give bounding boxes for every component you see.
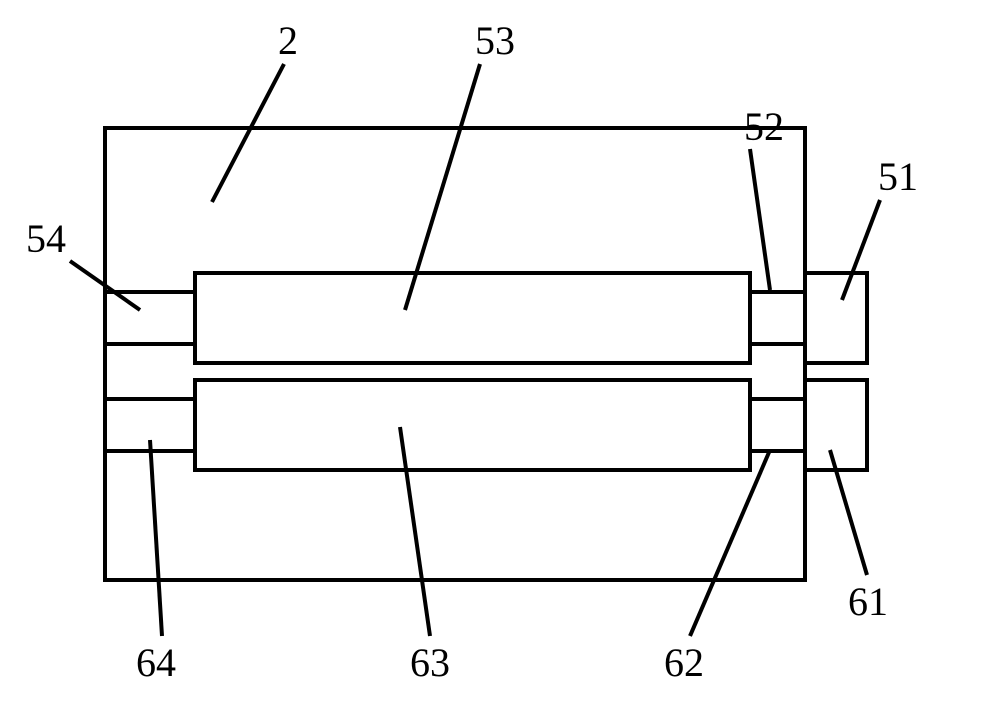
bar-53	[195, 273, 750, 363]
label-63: 63	[410, 639, 450, 686]
stub-52	[750, 292, 805, 344]
label-64: 64	[136, 639, 176, 686]
stub-54	[105, 292, 195, 344]
label-2: 2	[278, 17, 298, 64]
leader-51	[842, 200, 880, 300]
label-53: 53	[475, 17, 515, 64]
tab-51	[805, 273, 867, 363]
label-51: 51	[878, 153, 918, 200]
label-62: 62	[664, 639, 704, 686]
tab-61	[805, 380, 867, 470]
label-54: 54	[26, 215, 66, 262]
stub-62	[750, 399, 805, 451]
leader-2	[212, 64, 284, 202]
label-61: 61	[848, 578, 888, 625]
outer-box	[105, 128, 805, 580]
leader-62	[690, 450, 770, 636]
bar-63	[195, 380, 750, 470]
leader-64	[150, 440, 162, 636]
leader-52	[750, 149, 770, 290]
diagram-svg	[0, 0, 985, 709]
label-52: 52	[744, 103, 784, 150]
leader-63	[400, 427, 430, 636]
